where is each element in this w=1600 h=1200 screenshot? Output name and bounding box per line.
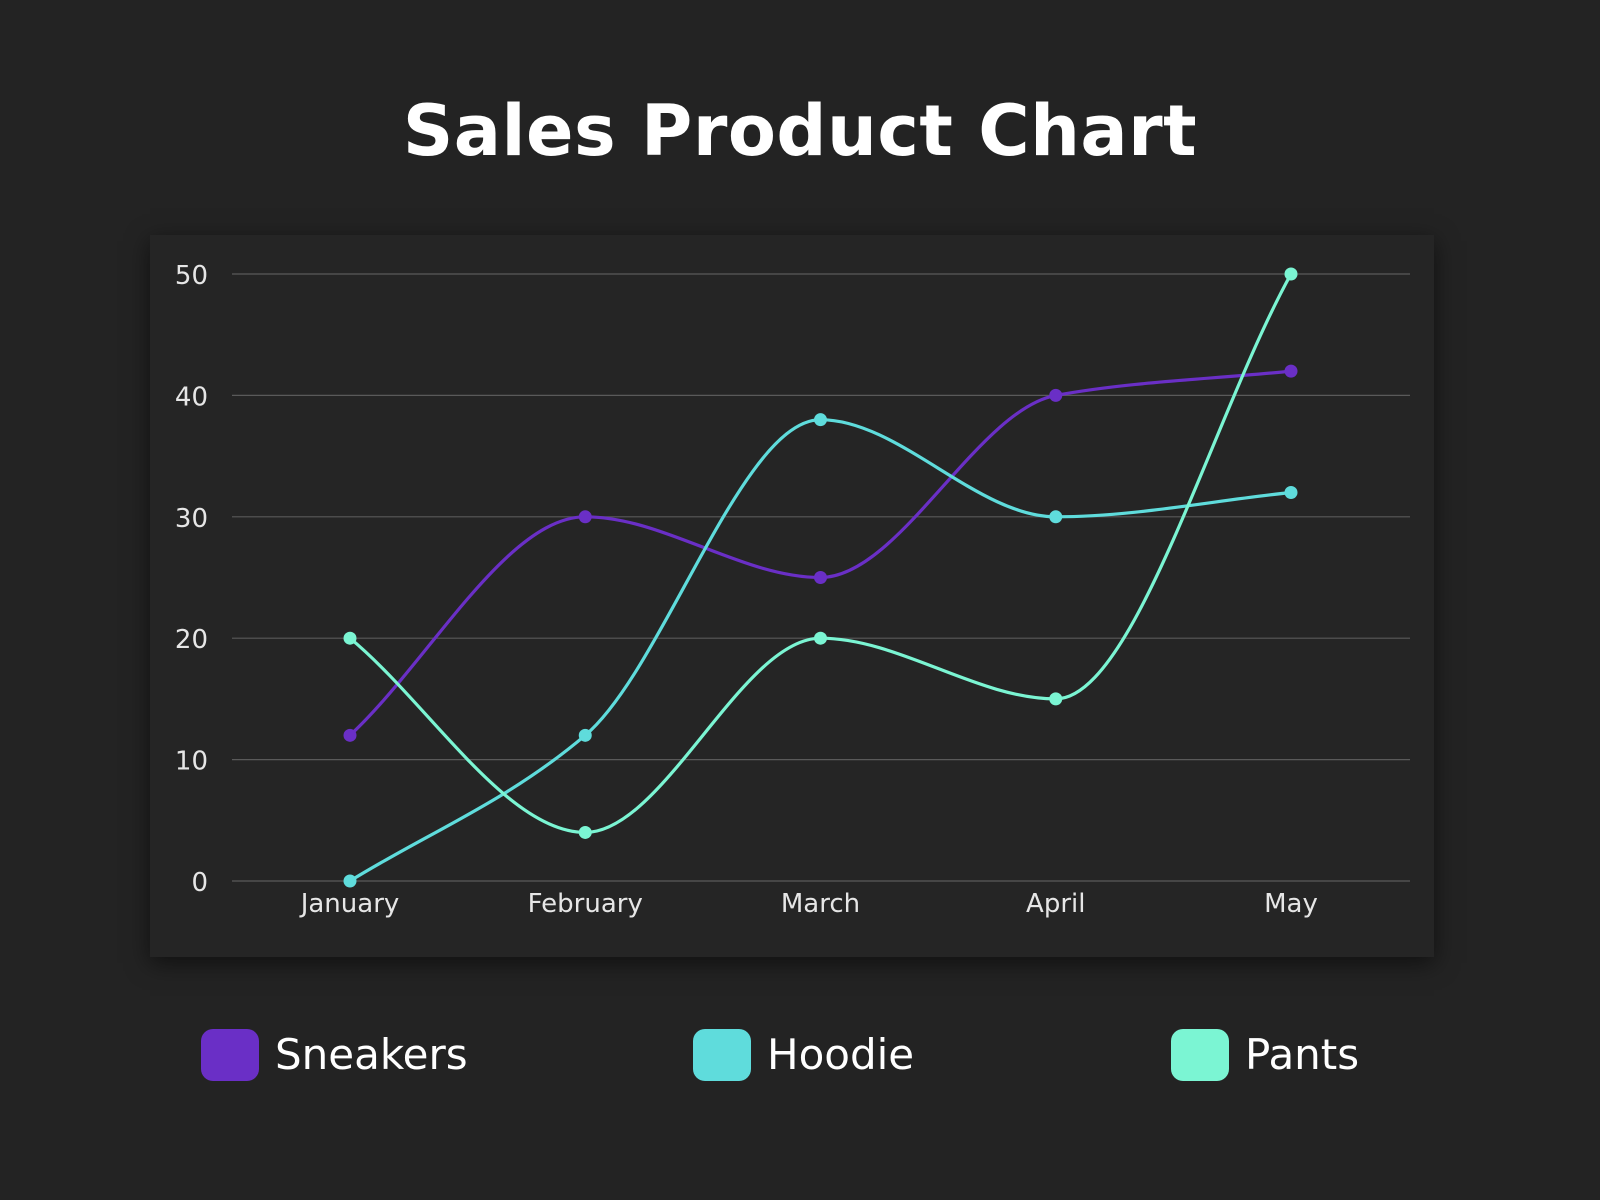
y-axis-ticks: 0 10 20 30 40 50 [175,261,208,898]
legend-label-hoodie: Hoodie [767,1030,915,1079]
y-tick-label-20: 20 [175,625,208,655]
data-point-sneakers-february [578,510,592,524]
data-point-pants-january [343,631,357,645]
legend-item-pants: Pants [1171,1025,1359,1085]
data-point-pants-may [1284,267,1298,281]
data-point-pants-april [1049,692,1063,706]
data-point-sneakers-march [814,571,827,584]
y-tick-label-40: 40 [175,382,208,412]
chart-panel: 0 10 20 30 40 50 January February March April May [150,235,1434,957]
series-points [343,267,1298,888]
legend: Sneakers Hoodie Pants [0,1025,1600,1085]
legend-label-pants: Pants [1245,1030,1360,1079]
data-point-hoodie-april [1049,510,1063,524]
x-tick-label-april: April [1026,889,1085,919]
data-point-sneakers-january [343,728,357,742]
data-point-hoodie-march [814,413,827,427]
x-tick-label-january: January [299,889,400,919]
y-tick-label-0: 0 [191,868,208,898]
y-tick-label-30: 30 [175,504,208,534]
data-point-hoodie-may [1284,486,1298,500]
y-tick-label-50: 50 [175,261,208,291]
data-point-sneakers-april [1049,388,1063,402]
x-axis-ticks: January February March April May [299,889,1318,919]
legend-label-sneakers: Sneakers [275,1030,468,1079]
series-line-hoodie [348,418,1293,883]
data-point-hoodie-february [578,728,592,742]
legend-swatch-hoodie [693,1029,751,1081]
data-point-hoodie-january [343,874,357,888]
data-point-pants-march [814,631,827,645]
x-tick-label-march: March [781,889,860,919]
data-point-pants-february [578,825,592,839]
legend-swatch-pants [1171,1029,1229,1081]
legend-swatch-sneakers [201,1029,259,1081]
series-line-pants [348,272,1293,835]
legend-item-hoodie: Hoodie [693,1025,914,1085]
chart-title: Sales Product Chart [402,90,1198,172]
data-point-sneakers-may [1284,364,1298,378]
x-tick-label-may: May [1264,889,1318,919]
x-tick-label-february: February [528,889,643,919]
legend-item-sneakers: Sneakers [201,1025,468,1085]
y-tick-label-10: 10 [175,747,208,777]
line-chart: 0 10 20 30 40 50 January February March April May [175,261,1410,919]
